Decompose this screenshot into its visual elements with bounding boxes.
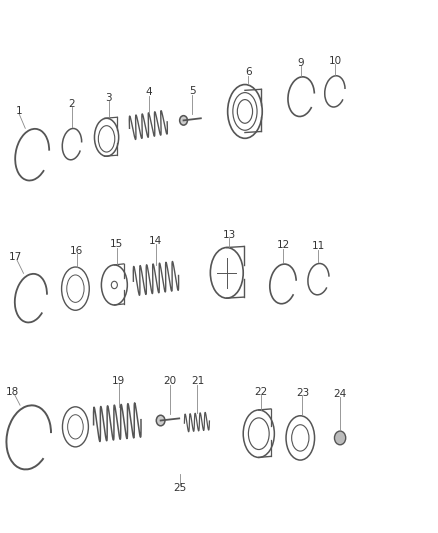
Text: 11: 11 <box>312 241 325 252</box>
Text: 22: 22 <box>254 387 268 397</box>
Circle shape <box>156 415 165 426</box>
Text: 23: 23 <box>296 388 309 398</box>
Text: 18: 18 <box>6 387 19 397</box>
Text: 3: 3 <box>106 93 112 103</box>
Text: 16: 16 <box>70 246 83 256</box>
Text: 10: 10 <box>328 56 342 66</box>
Text: 15: 15 <box>110 239 123 249</box>
Text: 1: 1 <box>16 106 22 116</box>
Text: 13: 13 <box>223 230 236 240</box>
Circle shape <box>180 116 187 125</box>
Text: 5: 5 <box>189 86 195 96</box>
Text: 9: 9 <box>298 58 304 68</box>
Text: 24: 24 <box>333 389 347 399</box>
Text: 21: 21 <box>191 376 204 386</box>
Text: 20: 20 <box>163 376 176 386</box>
Text: 14: 14 <box>149 236 162 246</box>
Text: 6: 6 <box>245 67 252 77</box>
Text: 17: 17 <box>9 252 22 262</box>
Text: 25: 25 <box>173 483 187 493</box>
Text: 2: 2 <box>69 99 75 109</box>
Text: 4: 4 <box>145 87 152 98</box>
Text: 12: 12 <box>276 240 290 251</box>
Text: 19: 19 <box>112 376 125 386</box>
Circle shape <box>335 431 346 445</box>
